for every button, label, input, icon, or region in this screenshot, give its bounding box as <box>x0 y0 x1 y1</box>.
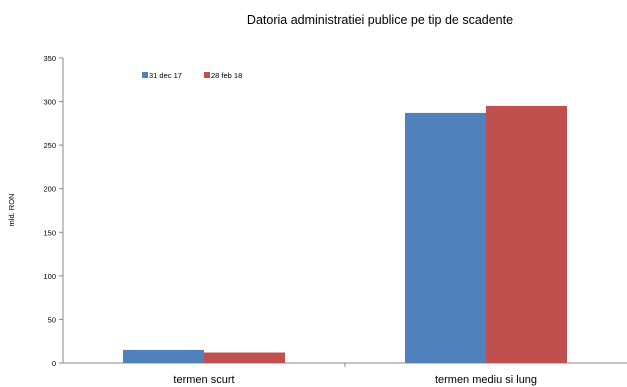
y-tick-label: 150 <box>43 228 56 237</box>
y-axis-label: mld. RON <box>7 194 16 227</box>
legend-label: 31 dec 17 <box>149 71 182 80</box>
x-tick-label: termen scurt <box>173 374 234 386</box>
legend-swatch <box>142 72 148 78</box>
bar <box>204 352 285 363</box>
legend-label: 28 feb 18 <box>211 71 242 80</box>
y-tick-label: 200 <box>43 185 56 194</box>
legend-swatch <box>204 72 210 78</box>
y-tick-label: 0 <box>52 359 56 368</box>
bar <box>405 112 486 364</box>
y-tick-label: 300 <box>43 98 56 107</box>
chart-title: Datoria administratiei publice pe tip de… <box>247 13 513 27</box>
bar <box>486 105 567 363</box>
bar <box>123 349 204 363</box>
x-tick-label: termen mediu si lung <box>435 374 537 386</box>
plot-area: 0 50 100 150 200 250 300 350 termen scurt termen … <box>43 54 627 386</box>
y-tick-label: 50 <box>48 315 56 324</box>
y-tick-label: 100 <box>43 272 56 281</box>
y-tick-label: 350 <box>43 54 56 63</box>
y-tick-label: 250 <box>43 141 56 150</box>
